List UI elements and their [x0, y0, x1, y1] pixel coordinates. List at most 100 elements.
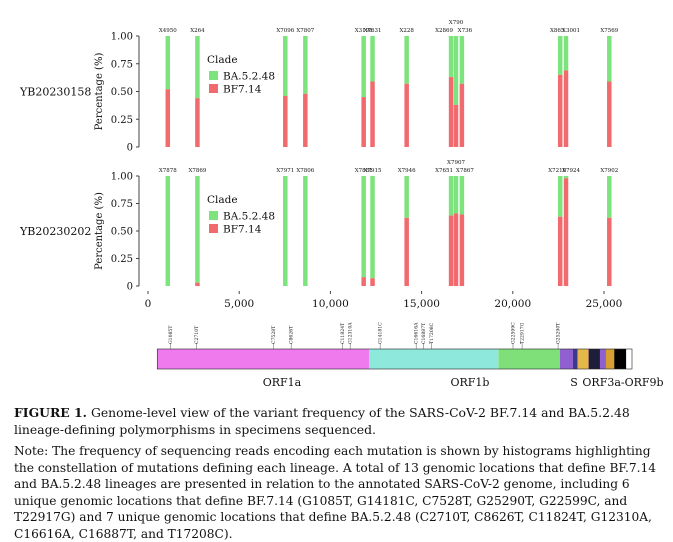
legend-swatch	[209, 71, 218, 80]
bar-label: X7210	[548, 168, 566, 174]
figure-caption-title: FIGURE 1. Genome-level view of the varia…	[14, 404, 664, 438]
bar-bf-segment	[370, 278, 375, 286]
bar-bf-segment	[453, 104, 459, 147]
bar-label: X7807	[296, 28, 314, 34]
bar-label: X7569	[600, 28, 618, 34]
bar-label: X7915	[364, 168, 382, 174]
legend-swatch	[209, 224, 218, 233]
figure-title-text: Genome-level view of the variant frequen…	[14, 405, 630, 437]
legend-label: BF7.14	[223, 84, 262, 96]
bar-label: X228	[399, 28, 414, 34]
gene-segment	[157, 349, 369, 369]
y-tick-label: 0.75	[111, 59, 133, 70]
mutation-label: G25290T	[556, 322, 562, 344]
bar-bf-segment	[370, 81, 375, 147]
bar-ba-segment	[453, 36, 459, 105]
bar-bf-segment	[557, 216, 563, 286]
gene-name: ORF1a	[263, 376, 302, 389]
y-tick-label: 0.50	[111, 227, 133, 238]
legend-label: BA.5.2.48	[223, 211, 275, 223]
y-tick-label: 0	[127, 282, 133, 293]
bar-ba-segment	[361, 176, 366, 278]
y-tick-label: 1.00	[111, 32, 133, 43]
bar-ba-segment	[607, 36, 612, 82]
genome-outline	[156, 348, 633, 370]
bar-bf-segment	[361, 97, 366, 147]
bar-label: X7902	[600, 168, 618, 174]
bar-ba-segment	[165, 176, 171, 286]
x-tick-label: 15,000	[403, 298, 440, 310]
bar-label: X7946	[398, 168, 416, 174]
bar-bf-segment	[563, 178, 569, 286]
bar-ba-segment	[448, 176, 454, 216]
y-axis-label: Percentage (%)	[94, 53, 105, 131]
gene-segment	[368, 349, 499, 369]
bar-label: X865	[550, 28, 565, 34]
x-tick-label: 10,000	[312, 298, 349, 310]
legend-label: BF7.14	[223, 224, 262, 236]
bar-ba-segment	[557, 176, 563, 217]
bar-ba-segment	[563, 176, 569, 179]
genome-figure: YB20230158 Percentage (%) 1.00 0.75 0.50 0.25…	[19, 20, 664, 389]
y-tick-label: 0.75	[111, 199, 133, 210]
mutation-label: C7528T	[271, 325, 277, 344]
bar-label: X7971	[276, 168, 294, 174]
mutation-label: G22599C	[511, 322, 517, 344]
bar-bf-segment	[448, 215, 454, 286]
y-tick-label: 0	[127, 143, 133, 154]
bar-bf-segment	[283, 95, 288, 147]
bar-bf-segment	[607, 217, 612, 286]
bar-ba-segment	[404, 36, 409, 84]
figure-note: Note: The frequency of sequencing reads …	[14, 444, 656, 541]
bar-bf-segment	[563, 70, 569, 147]
bar-ba-segment	[453, 176, 459, 214]
gene-name: ORF3a-ORF9b	[582, 376, 663, 389]
mutation-label: G1085T	[168, 325, 174, 344]
gene-segment	[498, 349, 560, 369]
mutation-label: C16616A	[414, 322, 420, 344]
legend-title: Clade	[207, 194, 238, 206]
bar-ba-segment	[283, 176, 288, 286]
legend-swatch	[209, 211, 218, 220]
accessory-gene-segment	[577, 349, 589, 369]
y-tick-label: 0.25	[111, 254, 133, 265]
bar-ba-segment	[459, 176, 465, 215]
bar-label: X264	[190, 28, 205, 34]
x-tick-label: 25,000	[586, 298, 623, 310]
bar-ba-segment	[195, 176, 200, 283]
sample-name: YB20230158	[19, 86, 91, 99]
x-tick-label: 5,000	[224, 298, 254, 310]
bar-label: X7096	[276, 28, 294, 34]
bar-ba-segment	[303, 36, 308, 94]
accessory-gene-segment	[588, 349, 600, 369]
bar-label: X7924	[562, 168, 580, 174]
y-tick-label: 0.50	[111, 87, 133, 98]
bar-bf-segment	[361, 277, 366, 286]
bar-label: X7631	[364, 28, 382, 34]
bar-bf-segment	[165, 89, 171, 147]
bar-bf-segment	[459, 214, 465, 286]
bar-bf-segment	[195, 98, 200, 147]
mutation-label: T17208C	[429, 322, 435, 344]
sample-name: YB20230202	[19, 225, 91, 238]
mutation-label: G12310A	[348, 322, 354, 344]
bar-label: X7867	[456, 168, 474, 174]
accessory-gene-segment	[605, 349, 615, 369]
bar-bf-segment	[557, 74, 563, 147]
accessory-gene-segment	[614, 349, 627, 369]
mutation-label: C11824T	[340, 322, 346, 344]
bar-label: X3001	[562, 28, 580, 34]
bar-ba-segment	[303, 176, 308, 286]
bar-label: X7907	[447, 160, 465, 166]
x-tick-label: 0	[145, 298, 152, 310]
y-tick-label: 0.25	[111, 115, 133, 126]
bar-ba-segment	[283, 36, 288, 96]
mutation-label: G14181C	[378, 322, 384, 344]
x-tick-label: 20,000	[494, 298, 531, 310]
bar-ba-segment	[165, 36, 171, 90]
bar-label: X7881	[355, 168, 373, 174]
legend-label: BA.5.2.48	[223, 71, 275, 83]
bar-bf-segment	[404, 83, 409, 147]
figure-label: FIGURE 1.	[14, 405, 87, 420]
bar-label: X7878	[159, 168, 177, 174]
